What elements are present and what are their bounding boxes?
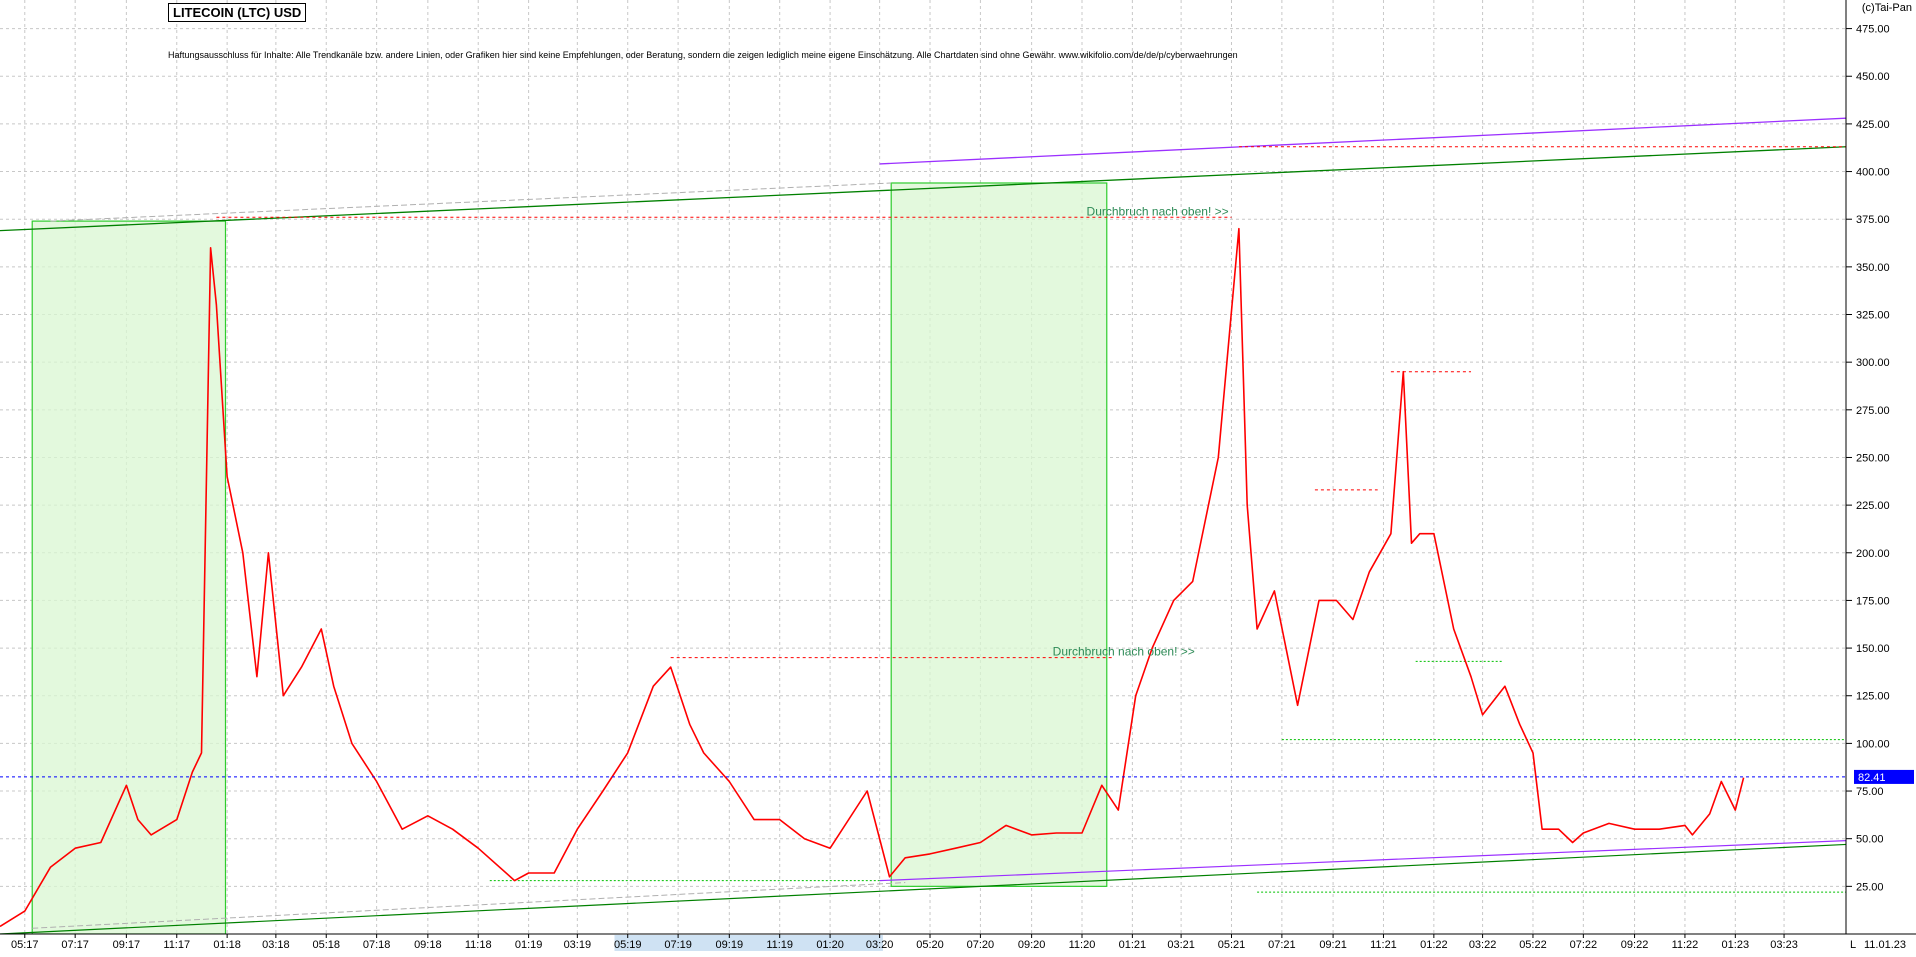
copyright-label: (c)Tai-Pan [1861,2,1912,14]
x-tick-label: 03:21 [1167,939,1195,951]
current-date-label: 11.01.23 [1864,939,1906,951]
x-tick-label: 01:20 [816,939,844,951]
chart-title: LITECOIN (LTC) USD [168,3,307,22]
y-tick-label: 25.00 [1856,881,1884,893]
x-tick-label: 07:21 [1268,939,1296,951]
x-tick-label: 09:21 [1319,939,1347,951]
upper-trendline-green [0,146,1847,232]
y-tick-label: 300.00 [1856,357,1890,369]
x-tick-label: 05:19 [614,939,642,951]
y-tick-label: 150.00 [1856,643,1890,655]
y-tick-label: 325.00 [1856,310,1890,322]
y-tick-label: 475.00 [1856,24,1890,36]
x-tick-label: 07:20 [967,939,995,951]
x-tick-label: 03:22 [1469,939,1497,951]
x-tick-label: 05:22 [1519,939,1547,951]
x-tick-label: 05:17 [11,939,39,951]
x-tick-label: 03:20 [866,939,894,951]
x-tick-label: 05:20 [916,939,944,951]
annotation-label: Durchbruch nach oben! >> [1087,204,1229,218]
x-tick-label: 07:18 [363,939,391,951]
highlight-zone-2020 [890,182,1108,887]
upper-trendline-purple [879,117,1847,165]
highlight-zone-2017 [31,220,227,935]
x-tick-label: 07:19 [664,939,692,951]
x-tick-label: 11:20 [1069,939,1096,951]
y-tick-label: 75.00 [1856,786,1884,798]
price-series-line [0,227,1745,928]
x-tick-label: 09:19 [716,939,744,951]
x-axis-highlight [614,935,883,951]
y-tick-label: 275.00 [1856,405,1890,417]
disclaimer-text: Haftungsausschluss für Inhalte: Alle Tre… [168,50,1238,60]
y-tick-label: 375.00 [1856,214,1890,226]
x-tick-label: 01:21 [1119,939,1147,951]
x-tick-label: 05:18 [312,939,340,951]
x-axis-band [0,934,1916,952]
y-tick-label: 225.00 [1856,500,1890,512]
y-tick-label: 400.00 [1856,167,1890,179]
y-tick-label: 450.00 [1856,71,1890,83]
y-tick-label: 250.00 [1856,452,1890,464]
lower-trendline-green [0,843,1847,935]
x-tick-label: 03:19 [564,939,592,951]
y-tick-label: 425.00 [1856,119,1890,131]
x-tick-label: 05:21 [1218,939,1246,951]
last-price-label: 82.41 [1858,772,1886,784]
x-tick-label: 11:17 [163,939,190,951]
x-tick-label: 03:18 [262,939,290,951]
x-tick-label: 11:22 [1672,939,1699,951]
x-tick-label: 09:17 [113,939,141,951]
upper-trendline-gray [50,182,892,222]
x-tick-label: 07:17 [61,939,89,951]
x-tick-label: 01:22 [1420,939,1448,951]
annotation-label: Durchbruch nach oben! >> [1053,645,1195,659]
x-tick-label: 11:21 [1370,939,1397,951]
x-tick-label: 09:20 [1018,939,1046,951]
y-tick-label: 175.00 [1856,595,1890,607]
last-price-badge [1854,769,1914,784]
x-tick-label: 11:18 [465,939,492,951]
x-tick-label: 01:19 [515,939,543,951]
y-tick-label: 50.00 [1856,834,1884,846]
x-tick-label: 07:22 [1570,939,1598,951]
y-tick-label: 200.00 [1856,548,1890,560]
lower-trendline-gray [32,882,906,929]
x-tick-label: 09:18 [414,939,442,951]
x-tick-label: 03:23 [1770,939,1798,951]
lower-trendline-purple [879,840,1847,882]
y-tick-label: 125.00 [1856,691,1890,703]
x-tick-label: 01:23 [1722,939,1750,951]
y-tick-label: 100.00 [1856,738,1890,750]
x-tick-label: 11:19 [766,939,793,951]
axis-corner-label: L [1850,939,1856,951]
x-tick-label: 09:22 [1621,939,1649,951]
x-tick-label: 01:18 [213,939,241,951]
y-tick-label: 350.00 [1856,262,1890,274]
